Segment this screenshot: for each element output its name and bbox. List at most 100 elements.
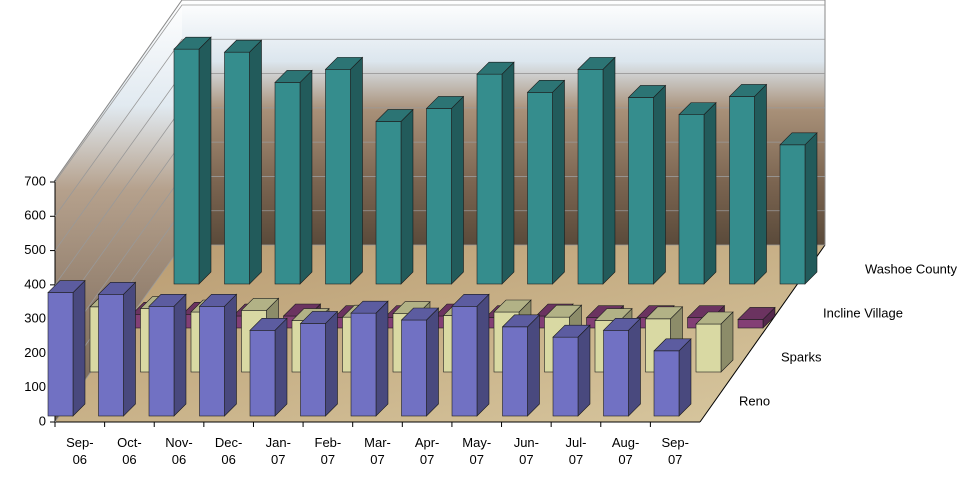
bar-top-shade [224,40,262,53]
bar-top [476,61,515,75]
bar-top [602,317,642,331]
y-tick-label: 300 [24,311,46,326]
x-tick-label: Sep-07 [661,435,689,467]
bar [325,69,351,285]
bar-shade [780,144,805,284]
bar-side-shade [805,132,817,284]
bar-side-shade [477,294,489,416]
bar-top-shade [250,318,287,331]
bar-top-shade [452,294,489,307]
bar-top [501,314,541,328]
bar-top-shade [48,280,85,293]
bar [401,319,427,417]
bar [274,82,301,285]
bar-side-shade [653,85,666,284]
series-label: Incline Village [823,305,903,320]
bar-top [653,338,692,352]
bar-side-shade [704,102,716,284]
bar-shade [603,330,629,416]
bar-top [678,102,717,115]
y-tick-label: 0 [39,413,46,428]
bar-shade [199,306,225,416]
bar [552,336,579,417]
bar-top-shade [628,85,666,98]
bar-shade [351,313,376,416]
bar-top-shade [376,109,413,122]
bar-shade [325,69,351,284]
bar-side-shade [224,294,237,416]
bar-top-shade [300,311,338,324]
x-tick-label: Jun-07 [513,435,539,467]
bar-top [695,311,734,325]
bar [426,108,452,285]
series-label: Washoe County [865,261,958,276]
bar-shade [426,108,452,284]
x-tick-label: Apr-07 [414,435,440,467]
bar-side-shade [628,318,641,416]
x-tick-label: Jan-07 [265,435,291,467]
bar-shade [224,52,250,284]
bar-side-shade [552,80,565,284]
x-tick-label: Mar-07 [364,435,391,467]
y-tick-label: 200 [24,345,46,360]
bar [98,293,124,417]
bar-side-shade [350,57,363,284]
bar-top [173,36,212,50]
x-tick-label: Feb-07 [314,435,342,467]
bar-top-shade [595,308,632,321]
bar-side-shade [275,318,287,416]
bar-top [728,84,768,97]
bar [451,305,478,417]
bar-side-shade [376,301,388,416]
bar-side-shade [527,314,540,416]
bar-top-shade [325,57,363,70]
bar-shade [729,96,755,284]
left-wall [55,0,182,422]
bar-top-shade [544,305,582,318]
bar-top [627,85,667,98]
bar [300,323,326,417]
bar-top [644,306,684,320]
bar-side-shade [123,282,136,416]
bar-side-shade [325,311,338,416]
bar-top [737,307,776,320]
bar-top [350,300,389,314]
bar-side-shade [502,62,514,284]
bar-shade [679,114,704,284]
series-label: Reno [739,393,770,408]
wall-edge [54,0,826,245]
bar-top-shade [401,308,439,320]
bar-top-shade [426,96,464,109]
bar-side-shade [679,338,691,416]
bar-shade [654,350,679,416]
x-tick-label: Oct-06 [117,435,142,467]
bar-shade [376,121,401,284]
bar-top-shade [780,132,817,145]
bar-top-shade [738,307,775,320]
bar [47,292,74,417]
grid-line [54,38,825,217]
bar [476,73,503,285]
bar-side-shade [73,280,85,416]
bar [249,329,276,417]
bar-top [451,293,490,307]
bar-top-shade [494,300,531,312]
bar-shade [300,323,326,416]
bar-top-shade [275,70,312,83]
bar-top [274,70,313,83]
bar-top-shade [477,62,514,75]
bar-side-shade [174,294,186,416]
bar-top-shade [351,301,388,314]
bar-side-shade [199,37,211,285]
bar [603,329,629,417]
bar-shade [250,330,275,416]
x-tick-label: Dec-06 [214,435,243,467]
bar-shade [696,324,721,372]
bar [199,305,225,417]
x-tick-label: Nov-06 [165,435,193,467]
series-label: Sparks [781,349,822,364]
bar-top [400,307,440,321]
bar-top-shade [174,37,211,50]
bar-side-shade [249,40,262,284]
